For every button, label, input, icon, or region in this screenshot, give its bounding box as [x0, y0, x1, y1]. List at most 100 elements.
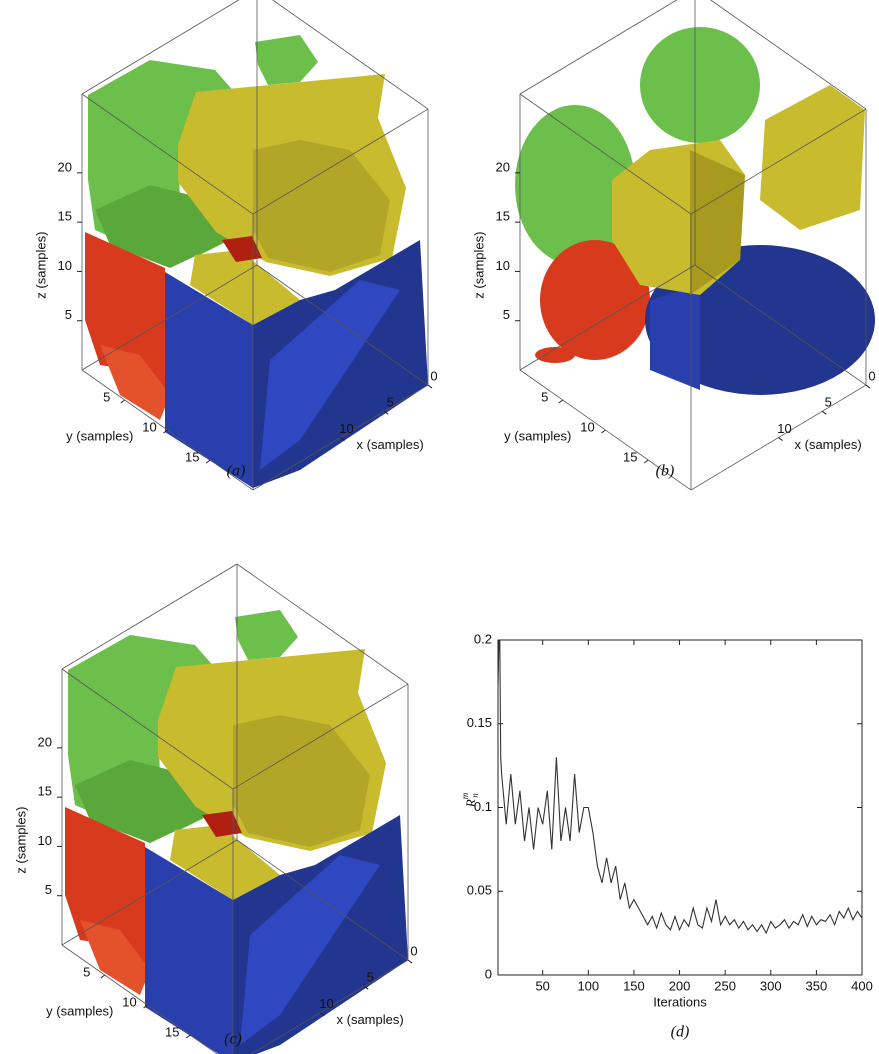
- x-axis-label: x (samples): [795, 437, 862, 452]
- x-tick-label: 10: [777, 421, 791, 436]
- x-tick: [340, 437, 345, 441]
- y-tick-label: 15: [185, 449, 199, 464]
- z-tick-label: 10: [496, 258, 510, 273]
- y-axis-label: y (samples): [66, 428, 133, 443]
- isosurface-rendering: [515, 27, 875, 395]
- box-edge: [81, 93, 254, 215]
- y-tick-label: 15: [165, 1024, 179, 1039]
- box-edge: [236, 839, 409, 961]
- y-tick-label: 10: [142, 419, 156, 434]
- box-edge: [61, 563, 238, 670]
- y-tick: [120, 399, 126, 404]
- x-tick-label: 5: [825, 395, 832, 410]
- box-edge: [690, 108, 867, 215]
- y-axis-label-main: R: [463, 799, 478, 808]
- box-edge: [256, 264, 429, 386]
- x-tick-label: 0: [410, 943, 417, 958]
- x-tick-label: 5: [367, 970, 374, 985]
- x-tick-label: 50: [535, 978, 549, 993]
- isosurface-rendering: [85, 35, 428, 488]
- y-tick: [143, 1004, 148, 1009]
- box-edge: [61, 668, 234, 790]
- box-edge: [694, 264, 867, 386]
- box-edge: [271, 0, 429, 110]
- y-tick-label: 15: [623, 449, 637, 464]
- y-tick-label: 10: [122, 994, 136, 1009]
- y-tick-label: 0.05: [467, 883, 492, 898]
- x-axis-label: x (samples): [337, 1012, 404, 1027]
- z-axis-label: z (samples): [13, 807, 28, 874]
- x-tick: [407, 959, 413, 964]
- z-tick-label: 20: [58, 159, 72, 174]
- box-edge: [519, 264, 696, 371]
- y-tick-label: 0: [485, 966, 492, 981]
- y-tick-label: 0.15: [467, 715, 492, 730]
- x-tick-label: 150: [623, 978, 645, 993]
- caption: (a): [227, 463, 246, 480]
- x-tick-label: 350: [806, 978, 828, 993]
- y-tick: [643, 459, 649, 464]
- x-tick: [363, 985, 369, 990]
- caption: (b): [656, 463, 675, 480]
- x-tick: [383, 410, 389, 415]
- y-tick-label: 5: [103, 389, 110, 404]
- y-tick: [185, 1034, 191, 1039]
- y-tick: [100, 974, 106, 979]
- box-edge: [81, 264, 258, 371]
- x-tick: [427, 384, 433, 389]
- y-tick-label: 5: [541, 389, 548, 404]
- y-axis-label-sub: n: [470, 793, 480, 798]
- box-edge: [519, 0, 678, 95]
- box-edge: [709, 0, 867, 110]
- y-axis-label: Rmn: [460, 792, 480, 808]
- box-edge: [519, 93, 692, 215]
- x-tick-label: 5: [387, 395, 394, 410]
- box-edge: [61, 839, 238, 946]
- z-axis-label: z (samples): [33, 232, 48, 299]
- y-tick: [163, 429, 168, 434]
- box-edge: [252, 108, 429, 215]
- y-axis-label: y (samples): [504, 428, 571, 443]
- z-tick-label: 15: [38, 784, 52, 799]
- z-tick-label: 15: [58, 209, 72, 224]
- x-tick-label: 250: [714, 978, 736, 993]
- x-tick-label: 10: [339, 421, 353, 436]
- x-axis-label: Iterations: [653, 994, 707, 1009]
- plot-box: [497, 639, 863, 976]
- box-edge: [232, 683, 409, 790]
- x-tick-label: 200: [669, 978, 691, 993]
- y-tick: [205, 459, 211, 464]
- caption: (c): [224, 1031, 242, 1048]
- x-tick: [320, 1012, 325, 1016]
- z-tick-label: 10: [38, 833, 52, 848]
- caption: (d): [671, 1024, 690, 1041]
- z-axis-label: z (samples): [471, 232, 486, 299]
- x-tick-label: 10: [319, 996, 333, 1011]
- x-tick-label: 300: [760, 978, 782, 993]
- y-tick-label: 10: [580, 419, 594, 434]
- data-line: [497, 639, 863, 935]
- y-tick: [558, 399, 564, 404]
- x-tick-label: 0: [868, 368, 875, 383]
- z-tick-label: 10: [58, 258, 72, 273]
- x-axis-label: x (samples): [357, 437, 424, 452]
- x-tick: [778, 437, 783, 441]
- z-tick-label: 20: [38, 734, 52, 749]
- z-tick-label: 5: [45, 882, 52, 897]
- x-tick-label: 0: [430, 368, 437, 383]
- y-axis-label-sup: m: [460, 792, 470, 799]
- y-tick-label: 0.1: [474, 799, 492, 814]
- y-tick-label: 5: [83, 964, 90, 979]
- y-tick-label: 0.2: [474, 631, 492, 646]
- x-tick-label: 400: [851, 978, 873, 993]
- x-tick: [821, 410, 827, 415]
- y-axis-label: y (samples): [46, 1003, 113, 1018]
- y-tick: [601, 429, 606, 434]
- x-tick: [865, 384, 871, 389]
- box-edge: [236, 563, 409, 685]
- z-tick-label: 5: [65, 307, 72, 322]
- z-tick-label: 15: [496, 209, 510, 224]
- z-tick-label: 20: [496, 159, 510, 174]
- z-tick-label: 5: [503, 307, 510, 322]
